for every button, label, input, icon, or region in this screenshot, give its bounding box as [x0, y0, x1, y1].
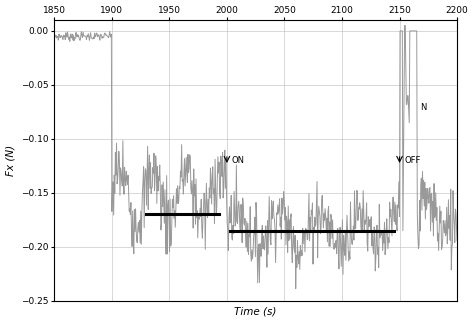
Text: OFF: OFF	[404, 156, 420, 165]
Text: ON: ON	[231, 156, 245, 165]
X-axis label: Time (s): Time (s)	[235, 307, 277, 317]
Text: N: N	[420, 103, 427, 112]
Y-axis label: Fx (N): Fx (N)	[6, 145, 16, 176]
